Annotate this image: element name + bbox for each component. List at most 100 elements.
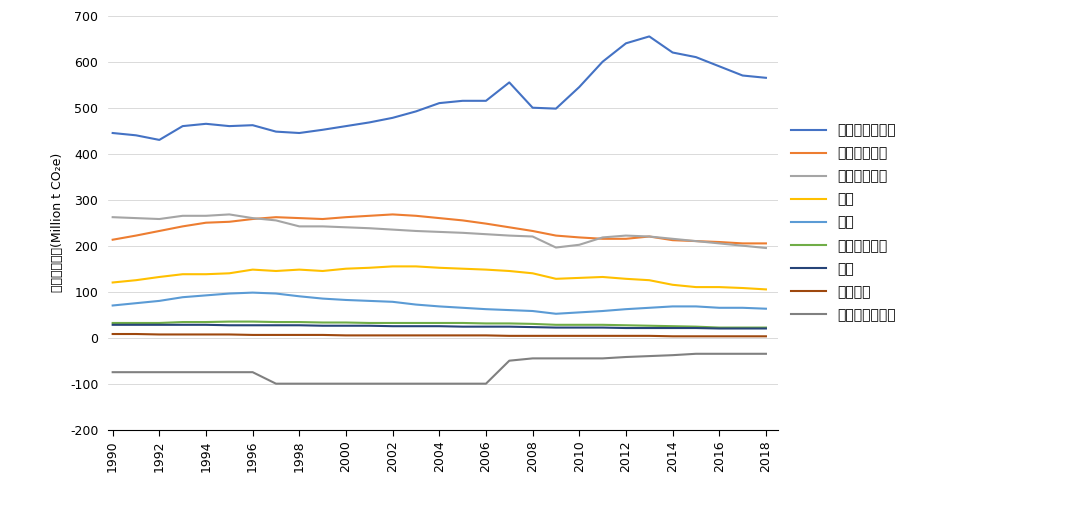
其他燃料燃烧: [620, 322, 633, 329]
工业: [106, 302, 119, 309]
制造与建筑业: [339, 224, 352, 231]
住宅: [270, 268, 283, 274]
逸散排放: [176, 331, 189, 337]
逸散排放: [387, 332, 400, 339]
制造与建筑业: [270, 217, 283, 224]
土地利用与林业: [153, 369, 166, 375]
制造与建筑业: [737, 243, 750, 249]
土地利用与林业: [130, 369, 143, 375]
Line: 农业: 农业: [112, 325, 766, 329]
土地利用与林业: [620, 354, 633, 360]
住宅: [526, 270, 539, 277]
交通运输部门: [620, 236, 633, 242]
交通运输部门: [316, 216, 329, 222]
农业: [293, 322, 306, 329]
逸散排放: [643, 333, 656, 339]
土地利用与林业: [550, 355, 563, 362]
其他燃料燃烧: [759, 324, 772, 331]
制造与建筑业: [200, 213, 213, 219]
住宅: [550, 276, 563, 282]
交通运输部门: [550, 233, 563, 239]
制造与建筑业: [433, 229, 446, 235]
制造与建筑业: [222, 211, 235, 217]
土地利用与林业: [643, 353, 656, 359]
逸散排放: [246, 332, 259, 338]
工业: [572, 309, 585, 315]
交通运输部门: [503, 224, 516, 231]
其他燃料燃烧: [387, 320, 400, 326]
工业: [503, 307, 516, 313]
制造与建筑业: [596, 234, 609, 241]
农业: [106, 322, 119, 328]
交通运输部门: [153, 228, 166, 234]
农业: [689, 325, 702, 331]
交通运输部门: [643, 233, 656, 239]
电力与供热部门: [130, 132, 143, 138]
制造与建筑业: [526, 233, 539, 239]
制造与建筑业: [713, 240, 726, 247]
交通运输部门: [200, 220, 213, 226]
住宅: [293, 267, 306, 273]
制造与建筑业: [153, 216, 166, 222]
住宅: [153, 274, 166, 280]
电力与供热部门: [620, 40, 633, 47]
交通运输部门: [339, 214, 352, 220]
其他燃料燃烧: [666, 323, 679, 330]
电力与供热部门: [433, 100, 446, 106]
农业: [737, 325, 750, 332]
交通运输部门: [222, 219, 235, 225]
逸散排放: [409, 332, 422, 339]
逸散排放: [737, 333, 750, 340]
交通运输部门: [130, 233, 143, 239]
土地利用与林业: [759, 351, 772, 357]
土地利用与林业: [363, 380, 376, 387]
电力与供热部门: [550, 105, 563, 112]
交通运输部门: [526, 228, 539, 234]
Legend: 电力与供热部门, 交通运输部门, 制造与建筑业, 住宅, 工业, 其他燃料燃烧, 农业, 逸散排放, 土地利用与林业: 电力与供热部门, 交通运输部门, 制造与建筑业, 住宅, 工业, 其他燃料燃烧,…: [792, 124, 895, 322]
住宅: [222, 270, 235, 277]
其他燃料燃烧: [270, 319, 283, 325]
住宅: [737, 285, 750, 291]
工业: [409, 301, 422, 308]
农业: [550, 324, 563, 331]
农业: [363, 323, 376, 329]
工业: [433, 303, 446, 310]
住宅: [409, 263, 422, 269]
逸散排放: [270, 332, 283, 338]
制造与建筑业: [363, 225, 376, 232]
土地利用与林业: [409, 380, 422, 387]
交通运输部门: [759, 240, 772, 247]
电力与供热部门: [363, 119, 376, 126]
交通运输部门: [246, 216, 259, 222]
土地利用与林业: [222, 369, 235, 375]
其他燃料燃烧: [339, 319, 352, 325]
逸散排放: [106, 331, 119, 337]
住宅: [130, 277, 143, 283]
土地利用与林业: [316, 380, 329, 387]
其他燃料燃烧: [106, 320, 119, 326]
电力与供热部门: [480, 97, 492, 104]
其他燃料燃烧: [409, 320, 422, 326]
农业: [246, 322, 259, 329]
农业: [480, 323, 492, 330]
住宅: [456, 266, 469, 272]
其他燃料燃烧: [503, 320, 516, 326]
农业: [270, 322, 283, 329]
住宅: [176, 271, 189, 277]
交通运输部门: [409, 213, 422, 219]
逸散排放: [620, 333, 633, 339]
农业: [222, 322, 235, 329]
土地利用与林业: [480, 380, 492, 387]
逸散排放: [456, 332, 469, 339]
工业: [130, 300, 143, 307]
制造与建筑业: [106, 214, 119, 220]
电力与供热部门: [713, 63, 726, 70]
电力与供热部门: [572, 84, 585, 90]
逸散排放: [689, 333, 702, 340]
交通运输部门: [596, 236, 609, 242]
农业: [596, 324, 609, 331]
农业: [620, 325, 633, 331]
交通运输部门: [456, 217, 469, 224]
其他燃料燃烧: [480, 320, 492, 326]
农业: [387, 323, 400, 330]
